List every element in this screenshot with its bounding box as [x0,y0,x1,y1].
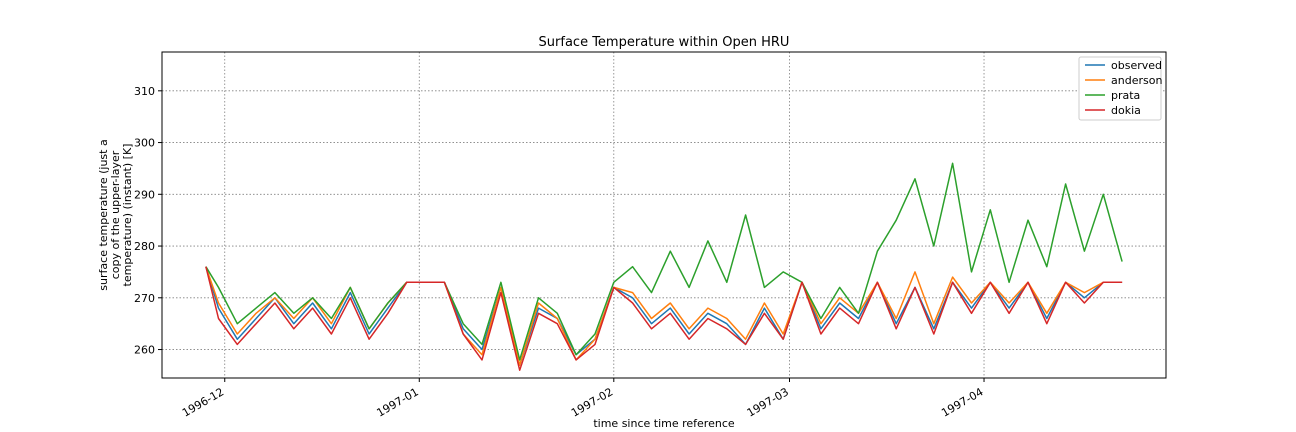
y-axis-label-line-2: copy of the upper-layer [109,150,122,279]
x-tick-label: 1996-12 [180,385,226,419]
y-tick-label: 300 [134,137,155,150]
x-tick-label: 1997-04 [939,385,985,419]
y-tick-label: 280 [134,240,155,253]
series-line-prata [205,162,1123,361]
y-axis-label-line-1: surface temperature (just a [97,139,110,290]
x-tick-label: 1997-01 [374,385,420,419]
series-group [205,162,1123,371]
x-tick-label: 1997-02 [569,385,615,419]
y-tick-label: 270 [134,292,155,305]
legend-label-prata: prata [1111,89,1140,102]
legend-box [1078,56,1162,121]
legend: observed anderson prata dokia [1078,56,1162,121]
y-tick-label: 260 [134,344,155,357]
grid [162,52,1166,378]
legend-label-anderson: anderson [1111,74,1162,87]
y-tick-label: 290 [134,188,155,201]
y-axis-label-line-3: temperature) (instant) [K] [121,144,134,287]
x-axis-label: time since time reference [593,417,735,430]
legend-label-observed: observed [1111,59,1162,72]
y-tick-label: 310 [134,85,155,98]
series-line-observed [205,266,1123,366]
plot-frame [161,51,1167,379]
plot-area [205,162,1123,371]
plot-background [162,52,1166,378]
x-tick-label: 1997-03 [745,385,791,419]
series-line-dokia [205,266,1123,371]
chart-title: Surface Temperature within Open HRU [539,35,790,50]
y-axis-label: surface temperature (just a copy of the … [97,139,134,290]
legend-label-dokia: dokia [1111,104,1141,117]
